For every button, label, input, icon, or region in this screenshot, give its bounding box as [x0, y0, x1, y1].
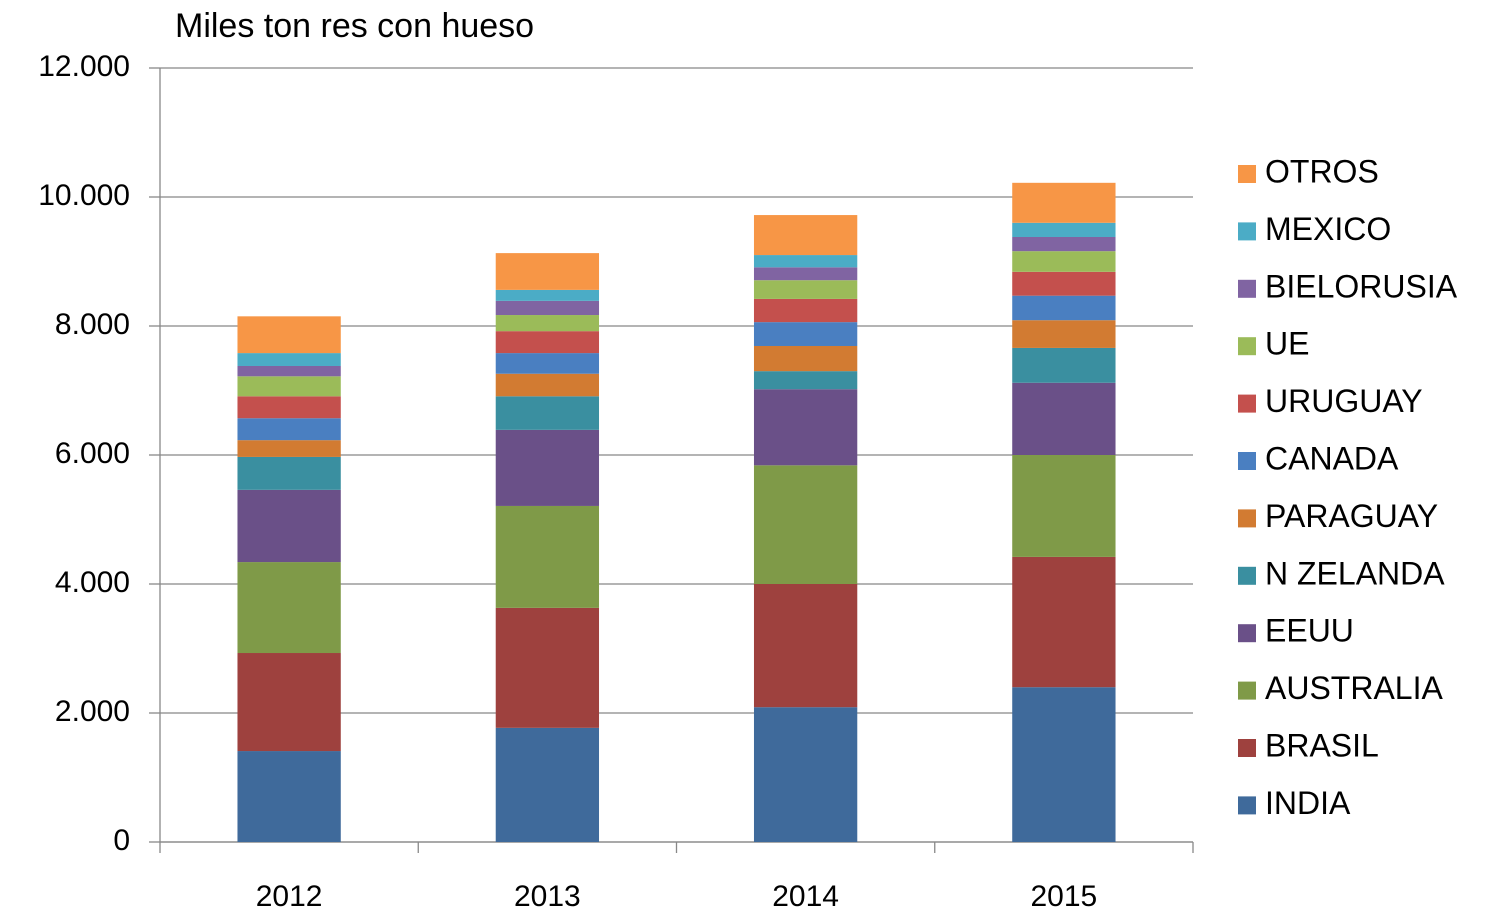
- legend-label: N ZELANDA: [1265, 555, 1445, 591]
- bar-segment: [495, 353, 600, 374]
- bar-segment: [495, 607, 600, 728]
- bar-segment: [753, 215, 858, 256]
- legend-swatch: [1238, 279, 1256, 298]
- bar-segment: [1012, 347, 1116, 383]
- legend-swatch: [1238, 394, 1256, 413]
- bar-segment: [1012, 556, 1116, 688]
- legend-label: PARAGUAY: [1265, 498, 1438, 534]
- bar-segment: [495, 331, 600, 354]
- bar-segment: [1012, 222, 1116, 237]
- y-tick-label: 2.000: [55, 695, 130, 728]
- y-tick-label: 6.000: [55, 437, 130, 470]
- x-tick-label: 2015: [1031, 880, 1098, 913]
- bar-segment: [1012, 236, 1116, 252]
- legend-label: BIELORUSIA: [1265, 268, 1458, 304]
- legend-swatch: [1238, 452, 1256, 470]
- bar-segment: [495, 429, 600, 506]
- bar-segment: [495, 315, 600, 332]
- bar-segment: [753, 584, 858, 708]
- bar-segment: [753, 255, 858, 268]
- bar-segment: [753, 280, 858, 299]
- bar-segment: [1012, 687, 1116, 842]
- bar-segment: [495, 505, 600, 608]
- legend-label: CANADA: [1265, 440, 1399, 476]
- bar-segment: [753, 465, 858, 584]
- bar-segment: [1012, 382, 1116, 455]
- legend-swatch: [1238, 566, 1256, 585]
- bar-segment: [237, 562, 341, 654]
- x-tick-label: 2013: [514, 880, 581, 913]
- legend-swatch: [1238, 796, 1256, 815]
- bar-segment: [1012, 295, 1116, 321]
- bar-segment: [753, 267, 858, 281]
- legend-label: URUGUAY: [1265, 383, 1423, 419]
- bar-segment: [495, 373, 600, 397]
- bar-segment: [495, 253, 600, 290]
- bar-segment: [237, 376, 341, 397]
- legend-label: EEUU: [1265, 613, 1354, 649]
- bar-segment: [237, 365, 341, 377]
- legend-label: OTROS: [1265, 153, 1379, 189]
- bar-segment: [495, 727, 600, 842]
- bar-segment: [237, 418, 341, 441]
- legend-swatch: [1238, 337, 1256, 356]
- bar-segment: [237, 653, 341, 752]
- bar-segment: [237, 316, 341, 354]
- bar-segment: [495, 396, 600, 430]
- y-tick-label: 0: [113, 824, 130, 857]
- bar-segment: [495, 300, 600, 316]
- x-tick-label: 2014: [772, 880, 839, 913]
- legend-label: AUSTRALIA: [1265, 670, 1443, 706]
- bar-segment: [1012, 455, 1116, 557]
- x-tick-label: 2012: [256, 880, 323, 913]
- bar-segment: [237, 396, 341, 419]
- chart-title: Miles ton res con hueso: [175, 7, 534, 45]
- bar-segment: [237, 440, 341, 457]
- bar-segment: [753, 345, 858, 372]
- y-tick-label: 12.000: [38, 50, 130, 83]
- y-tick-label: 8.000: [55, 308, 130, 341]
- y-tick-label: 10.000: [38, 179, 130, 212]
- bar-segment: [753, 298, 858, 323]
- legend-swatch: [1238, 739, 1256, 757]
- bar-segment: [495, 289, 600, 301]
- legend-swatch: [1238, 624, 1256, 643]
- bar-segment: [753, 371, 858, 390]
- bar-segment: [1012, 251, 1116, 272]
- legend-swatch: [1238, 165, 1256, 183]
- legend-swatch: [1238, 509, 1256, 528]
- bar-segment: [753, 389, 858, 466]
- bar-segment: [1012, 271, 1116, 296]
- legend-label: MEXICO: [1265, 211, 1391, 247]
- bar-segment: [237, 489, 341, 563]
- legend-swatch: [1238, 681, 1256, 700]
- y-tick-label: 4.000: [55, 566, 130, 599]
- bar-segment: [237, 456, 341, 490]
- legend-label: UE: [1265, 326, 1309, 362]
- legend-label: INDIA: [1265, 785, 1351, 821]
- bar-segment: [753, 707, 858, 842]
- bar-segment: [1012, 320, 1116, 348]
- bar-segment: [237, 353, 341, 366]
- bar-segment: [1012, 182, 1116, 223]
- legend-label: BRASIL: [1265, 727, 1379, 763]
- legend-swatch: [1238, 222, 1256, 241]
- bar-segment: [753, 322, 858, 346]
- bar-segment: [237, 751, 341, 842]
